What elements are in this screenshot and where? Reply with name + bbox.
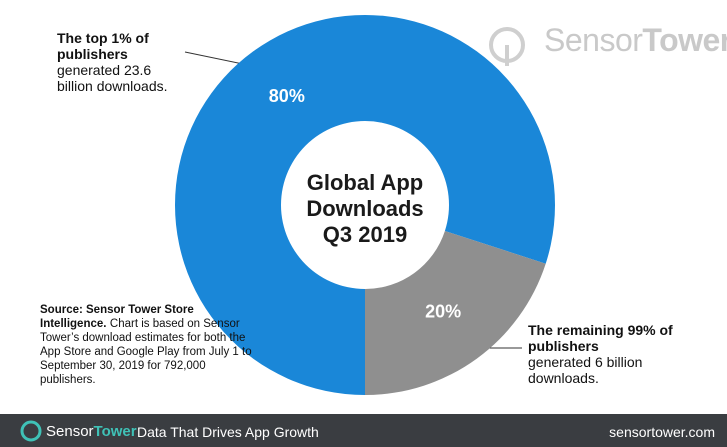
slice [175,15,556,396]
slice [365,230,546,396]
logo-text: Tower [642,22,727,58]
annotation: The remaining 99% of publishers generate… [528,322,698,386]
source-note: Source: Sensor Tower Store Intelligence.… [40,303,252,387]
footer-brand-text: Tower [93,423,137,440]
source-bold: Source: Sensor Tower Store Intelligence. [40,304,194,330]
value-label: 20% [425,301,461,321]
footer-brand: SensorTower [46,423,137,440]
logo-text: Sensor [544,22,643,58]
source-text: Chart is based on Sensor Tower’s downloa… [40,318,252,386]
footer-tagline: Data That Drives App Growth [137,424,319,440]
logo: SensorTower [544,22,727,59]
annotation-bold: The remaining 99% of publishers [528,322,673,354]
footer-icon [20,420,42,442]
value-label: 80% [269,86,305,106]
annotation-text: generated 6 billion downloads. [528,354,643,386]
footer-url: sensortower.com [609,424,715,440]
annotation: The top 1% of publishers generated 23.6 … [57,30,182,94]
footer-bar [0,414,727,447]
chart-title: Global App Downloads Q3 2019 [306,170,424,247]
annotation-text: generated 23.6 billion downloads. [57,62,168,94]
annotation-bold: The top 1% of publishers [57,30,149,62]
footer-brand-text: Sensor [46,423,94,440]
